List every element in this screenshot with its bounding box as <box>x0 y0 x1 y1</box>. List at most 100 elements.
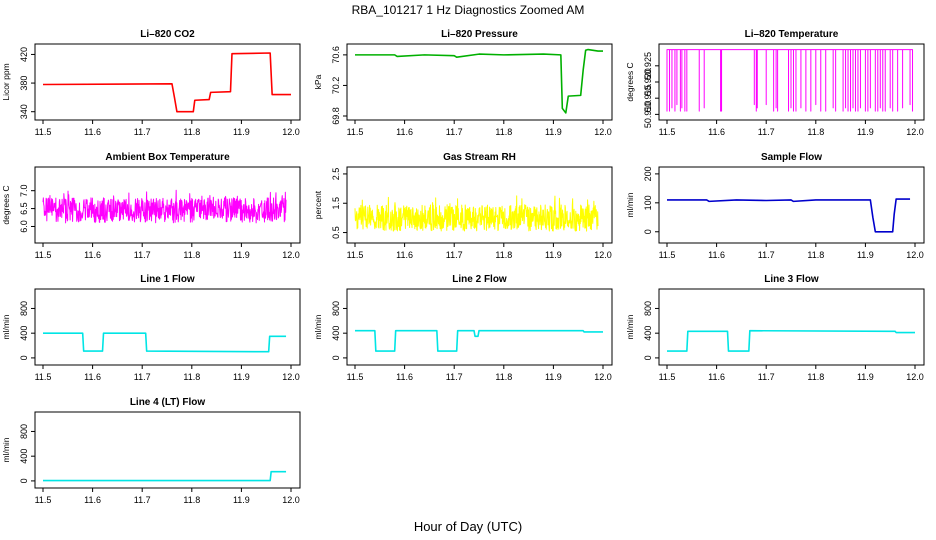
line-2-flow-x-tick-label: 11.6 <box>396 372 413 382</box>
li-820-temperature-y-tick-label: 50.910 <box>643 101 653 129</box>
line-3-flow-y-tick-label: 800 <box>643 301 653 316</box>
line-4-lt-flow-title: Line 4 (LT) Flow <box>130 397 206 408</box>
sample-flow-plot-frame <box>658 166 925 244</box>
line-2-flow-panel: Line 2 Flow ml/min 11.5 11.6 11.7 11.8 11.9 12.… <box>313 274 613 382</box>
ambient-box-temperature-y-axis-label: degrees C <box>1 185 11 224</box>
sample-flow-x-tick-label: 11.8 <box>807 250 824 260</box>
line-1-flow-x-tick-label: 12.0 <box>282 372 300 382</box>
li-820-temperature-x-tick-label: 11.9 <box>857 127 874 137</box>
gas-stream-rh-x-tick-label: 11.5 <box>347 250 364 260</box>
line-2-flow-y-axis-label: ml/min <box>313 314 323 339</box>
li-820-co2-y-tick-label: 420 <box>19 47 29 62</box>
line-2-flow-y-tick-label: 0 <box>331 355 341 360</box>
sample-flow-x-tick-label: 11.5 <box>659 250 676 260</box>
li-820-temperature-y-tick-label: 50.920 <box>643 68 653 96</box>
ambient-box-temperature-x-tick-label: 11.9 <box>233 250 250 260</box>
line-2-flow-x-tick-label: 11.7 <box>446 372 463 382</box>
line-3-flow-y-tick-label: 0 <box>643 355 653 360</box>
gas-stream-rh-y-tick-label: 1.5 <box>331 197 341 210</box>
line-4-lt-flow-x-tick-label: 11.6 <box>84 495 101 505</box>
line-3-flow-y-axis-label: ml/min <box>625 314 635 339</box>
li-820-co2-series-line <box>42 52 291 113</box>
line-1-flow-x-tick-label: 11.5 <box>35 372 52 382</box>
sample-flow-y-tick-label: 100 <box>643 195 653 210</box>
sample-flow-x-tick-label: 11.6 <box>708 250 725 260</box>
line-4-lt-flow-panel: Line 4 (LT) Flow ml/min 11.5 11.6 11.7 11.8 11… <box>1 397 301 505</box>
line-2-flow-x-tick-label: 12.0 <box>594 372 612 382</box>
li-820-co2-x-tick-label: 11.8 <box>183 127 200 137</box>
line-2-flow-title: Line 2 Flow <box>452 274 507 285</box>
ambient-box-temperature-title: Ambient Box Temperature <box>105 152 230 163</box>
line-2-flow-series-line <box>355 329 603 352</box>
x-axis-label: Hour of Day (UTC) <box>414 519 522 534</box>
line-4-lt-flow-x-tick-label: 11.9 <box>233 495 250 505</box>
line-4-lt-flow-y-tick-label: 0 <box>19 478 29 483</box>
line-4-lt-flow-y-tick-label: 800 <box>19 424 29 439</box>
li-820-temperature-panel: Li–820 Temperature degrees C 11.5 11.6 11.7 1… <box>625 29 925 137</box>
gas-stream-rh-panel: Gas Stream RH percent 11.5 11.6 11.7 11.8 11.9… <box>313 152 613 260</box>
li-820-pressure-y-tick-label: 69.8 <box>331 107 341 125</box>
line-4-lt-flow-x-tick-label: 11.7 <box>134 495 151 505</box>
line-1-flow-y-tick-label: 0 <box>19 355 29 360</box>
line-3-flow-x-tick-label: 11.5 <box>659 372 676 382</box>
ambient-box-temperature-y-tick-label: 6.0 <box>19 220 29 233</box>
ambient-box-temperature-x-tick-label: 11.5 <box>35 250 52 260</box>
sample-flow-x-tick-label: 12.0 <box>906 250 924 260</box>
sample-flow-y-axis-label: ml/min <box>625 192 635 217</box>
li-820-pressure-y-tick-label: 70.6 <box>331 46 341 64</box>
li-820-co2-x-tick-label: 11.5 <box>35 127 52 137</box>
gas-stream-rh-y-axis-label: percent <box>313 190 323 219</box>
line-4-lt-flow-plot-frame <box>34 411 301 489</box>
line-3-flow-x-tick-label: 11.9 <box>857 372 874 382</box>
sample-flow-title: Sample Flow <box>761 152 822 163</box>
line-3-flow-x-tick-label: 11.6 <box>708 372 725 382</box>
figure-title: RBA_101217 1 Hz Diagnostics Zoomed AM <box>352 3 585 17</box>
line-3-flow-panel: Line 3 Flow ml/min 11.5 11.6 11.7 11.8 11.9 12.… <box>625 274 925 382</box>
line-3-flow-title: Line 3 Flow <box>764 274 819 285</box>
line-2-flow-y-tick-label: 400 <box>331 326 341 341</box>
line-4-lt-flow-x-tick-label: 12.0 <box>282 495 300 505</box>
line-4-lt-flow-x-tick-label: 11.8 <box>183 495 200 505</box>
line-2-flow-y-tick-label: 800 <box>331 301 341 316</box>
line-3-flow-x-tick-label: 12.0 <box>906 372 924 382</box>
li-820-temperature-y-tick-label: 50.925 <box>643 52 653 80</box>
li-820-temperature-y-axis-label: degrees C <box>625 62 635 101</box>
ambient-box-temperature-x-tick-label: 11.8 <box>183 250 200 260</box>
sample-flow-x-tick-label: 11.7 <box>758 250 775 260</box>
line-4-lt-flow-x-tick-label: 11.5 <box>35 495 52 505</box>
li-820-co2-x-tick-label: 11.9 <box>233 127 250 137</box>
li-820-pressure-x-tick-label: 11.5 <box>347 127 364 137</box>
line-1-flow-x-tick-label: 11.6 <box>84 372 101 382</box>
gas-stream-rh-x-tick-label: 12.0 <box>594 250 612 260</box>
li-820-co2-title: Li–820 CO2 <box>140 29 195 40</box>
line-1-flow-y-tick-label: 800 <box>19 301 29 316</box>
line-1-flow-x-tick-label: 11.7 <box>134 372 151 382</box>
line-4-lt-flow-y-tick-label: 400 <box>19 449 29 464</box>
li-820-temperature-x-tick-label: 11.5 <box>659 127 676 137</box>
line-3-flow-x-tick-label: 11.7 <box>758 372 775 382</box>
li-820-pressure-title: Li–820 Pressure <box>441 29 518 40</box>
li-820-pressure-x-tick-label: 11.9 <box>545 127 562 137</box>
ambient-box-temperature-y-tick-label: 6.5 <box>19 202 29 215</box>
gas-stream-rh-title: Gas Stream RH <box>443 152 516 163</box>
li-820-pressure-y-tick-label: 70.2 <box>331 77 341 95</box>
li-820-temperature-x-tick-label: 11.7 <box>758 127 775 137</box>
li-820-temperature-title: Li–820 Temperature <box>745 29 839 40</box>
gas-stream-rh-x-tick-label: 11.7 <box>446 250 463 260</box>
line-2-flow-x-tick-label: 11.5 <box>347 372 364 382</box>
li-820-temperature-x-tick-label: 12.0 <box>906 127 924 137</box>
li-820-temperature-x-tick-label: 11.8 <box>807 127 824 137</box>
li-820-co2-x-tick-label: 12.0 <box>282 127 300 137</box>
line-1-flow-y-tick-label: 400 <box>19 326 29 341</box>
sample-flow-series-line <box>667 198 911 233</box>
gas-stream-rh-plot-frame <box>346 166 613 244</box>
gas-stream-rh-x-tick-label: 11.9 <box>545 250 562 260</box>
li-820-pressure-x-tick-label: 11.7 <box>446 127 463 137</box>
line-2-flow-x-tick-label: 11.8 <box>495 372 512 382</box>
line-3-flow-x-tick-label: 11.8 <box>807 372 824 382</box>
li-820-co2-x-tick-label: 11.6 <box>84 127 101 137</box>
line-1-flow-plot-frame <box>34 288 301 366</box>
ambient-box-temperature-panel: Ambient Box Temperature degrees C 11.5 11.6… <box>1 152 301 260</box>
line-3-flow-series-line <box>667 329 915 352</box>
li-820-pressure-x-tick-label: 11.8 <box>495 127 512 137</box>
